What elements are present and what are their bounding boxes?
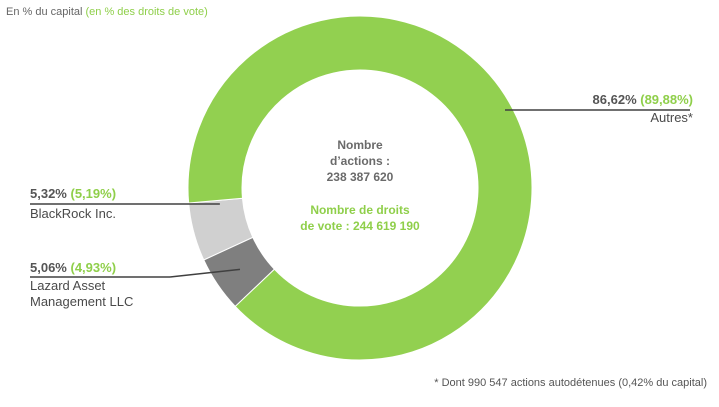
blackrock-votes-pct: (5,19%) <box>70 186 117 201</box>
votes-line-1: Nombre de droits <box>310 203 410 217</box>
subtitle-votes: (en % des droits de vote) <box>85 6 208 18</box>
lazard-votes-pct: (4,93%) <box>70 260 117 275</box>
voting-rights-label: Nombre de droits de vote : 244 619 190 <box>280 202 440 234</box>
lazard-capital-pct: 5,06% <box>30 260 67 275</box>
blackrock-capital-pct: 5,32% <box>30 186 67 201</box>
chart-subtitle: En % du capital (en % des droits de vote… <box>6 6 208 18</box>
blackrock-name: BlackRock Inc. <box>30 206 116 221</box>
slice-autres <box>187 15 533 361</box>
leader-lines <box>30 109 690 278</box>
autres-capital-pct: 86,62% <box>592 92 637 107</box>
shares-line-3: 238 387 620 <box>326 170 394 184</box>
autres-votes-pct: (89,88%) <box>640 92 693 107</box>
label-lazard: 5,06% (4,93%) Lazard Asset Management LL… <box>30 260 170 310</box>
shares-line-2: d’actions : <box>329 154 390 168</box>
footnote: * Dont 990 547 actions autodétenues (0,4… <box>434 377 707 389</box>
donut-slices <box>187 15 533 361</box>
label-autres: 86,62% (89,88%) Autres* <box>593 92 693 126</box>
autres-name: Autres* <box>650 110 693 125</box>
shares-count-label: Nombre d’actions : 238 387 620 <box>300 137 420 185</box>
shares-line-1: Nombre <box>337 138 383 152</box>
votes-line-2: de vote : 244 619 190 <box>300 219 420 233</box>
label-blackrock: 5,32% (5,19%) BlackRock Inc. <box>30 186 116 222</box>
subtitle-capital: En % du capital <box>6 6 83 18</box>
lazard-name: Lazard Asset Management LLC <box>30 278 134 309</box>
leader-line-lazard-d <box>169 268 241 278</box>
